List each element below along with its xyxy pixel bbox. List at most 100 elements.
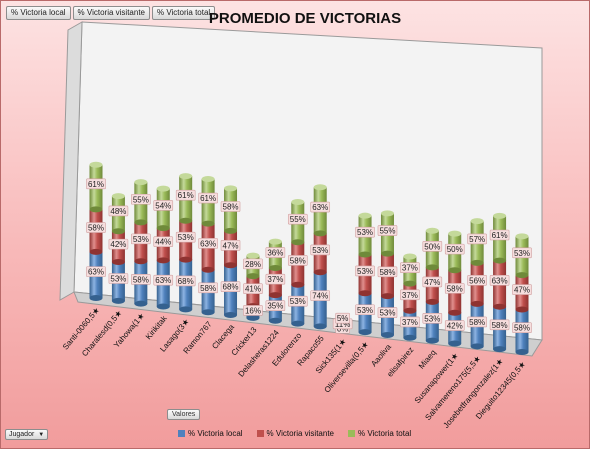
data-label-bg [489, 275, 510, 286]
data-label: 50% [424, 242, 440, 251]
bar-segment-base [425, 337, 439, 344]
data-label-bg [310, 201, 331, 213]
pivot-field-buttons: % Victoria local % Victoria visitante % … [6, 6, 216, 20]
bar-segment-base [291, 239, 305, 246]
data-label: 63% [155, 276, 171, 285]
data-label-bg [355, 304, 375, 316]
bar-segment-base [89, 248, 103, 255]
legend-item-local: % Victoria local [178, 429, 243, 438]
data-label-bg [467, 316, 487, 328]
data-label-bg [377, 307, 398, 318]
data-label-bg [175, 275, 196, 287]
side-wall [59, 21, 83, 301]
data-label: 63% [200, 239, 216, 248]
data-label-bg [467, 233, 487, 245]
data-label: 68% [223, 283, 239, 292]
bar-segment-base [470, 300, 484, 307]
legend-swatch-total [347, 430, 355, 437]
data-label: 58% [223, 202, 239, 211]
bar-segment-base [156, 225, 170, 232]
data-label: 56% [469, 276, 485, 285]
data-label: 53% [312, 246, 328, 255]
bar-segment-base [179, 306, 193, 313]
bar-segment-base [313, 269, 327, 276]
bar-top-cap [89, 161, 103, 168]
bar-segment-base [111, 228, 125, 235]
bar-segment-base [201, 220, 215, 227]
bar-segment-base [201, 266, 215, 273]
data-label-bg [153, 200, 174, 211]
bar-segment-base [291, 320, 305, 327]
bar-segment-base [89, 295, 103, 301]
category-tick-label: Dieguito12345(0,5★ [474, 360, 528, 421]
data-label-bg [335, 312, 350, 324]
bar-segment-base [313, 323, 327, 330]
bar-segment-base [425, 264, 439, 271]
bar-segment-base [515, 272, 529, 279]
bar-segment-base [134, 300, 148, 307]
bar-segment-base [380, 331, 394, 338]
data-label: 54% [155, 201, 171, 210]
data-label: 53% [379, 309, 395, 318]
field-button-visitante[interactable]: % Victoria visitante [72, 6, 150, 20]
data-label-bg [108, 273, 129, 284]
data-label-bg [422, 240, 443, 252]
data-label-bg [198, 282, 218, 294]
bar-segment-base [448, 340, 462, 347]
jugador-label: Jugador [9, 431, 35, 438]
jugador-filter-button[interactable]: Jugador ▼ [5, 429, 49, 440]
data-label-bg [489, 229, 510, 241]
bar-segment-base [515, 349, 529, 355]
bar-segment-base [246, 273, 260, 280]
data-label-bg [86, 266, 106, 277]
data-label: 48% [110, 207, 126, 216]
data-label: 58% [379, 268, 395, 277]
data-label: 57% [469, 235, 485, 244]
data-label-bg [220, 240, 241, 251]
data-label: 44% [155, 238, 171, 247]
data-label: 37% [267, 275, 283, 284]
data-label: 11% [335, 320, 350, 329]
bar-segment-base [358, 251, 372, 258]
legend-item-visitante: % Victoria visitante [256, 429, 334, 438]
data-label: 42% [447, 322, 463, 331]
data-label-bg [400, 289, 420, 301]
data-label: 61% [178, 191, 194, 200]
bar-top-cap [111, 193, 125, 200]
category-tick-label: Oliversevilla(0,5★ [323, 340, 371, 395]
bar-segment-base [403, 307, 417, 314]
data-label: 37% [402, 264, 418, 273]
data-label-bg [198, 238, 218, 249]
field-button-total[interactable]: % Victoria total [151, 6, 216, 20]
data-label-bg [444, 320, 465, 331]
data-label: 53% [357, 306, 373, 315]
data-label: 16% [245, 306, 261, 315]
data-label: 53% [133, 235, 149, 244]
bar-top-cap [224, 185, 238, 192]
bar-segment-base [380, 293, 394, 300]
bar-segment-base [156, 303, 170, 310]
data-label: 53% [290, 297, 306, 306]
data-label: 5% [337, 314, 349, 323]
data-label-bg [243, 258, 263, 270]
data-label: 55% [379, 227, 395, 236]
data-label: 37% [402, 318, 418, 327]
bar-segment-base [515, 306, 529, 313]
bar-top-cap [380, 210, 394, 217]
data-label-bg [131, 233, 151, 245]
data-label-bg [175, 189, 196, 201]
data-label-bg [108, 238, 129, 250]
data-label-bg [175, 231, 196, 243]
data-label-bg [422, 276, 443, 288]
bar-segment-base [380, 250, 394, 257]
valores-field-button[interactable]: Valores [167, 409, 201, 420]
data-label: 63% [312, 203, 328, 212]
data-label-bg [287, 255, 308, 266]
field-button-local[interactable]: % Victoria local [6, 6, 71, 20]
data-label: 36% [267, 249, 283, 258]
data-label: 47% [424, 278, 440, 287]
bar-top-cap [156, 185, 170, 192]
category-tick-label: Kirikitak [144, 313, 170, 341]
chart-title: PROMEDIO DE VICTORIAS [208, 10, 402, 27]
data-label-bg [131, 274, 151, 285]
